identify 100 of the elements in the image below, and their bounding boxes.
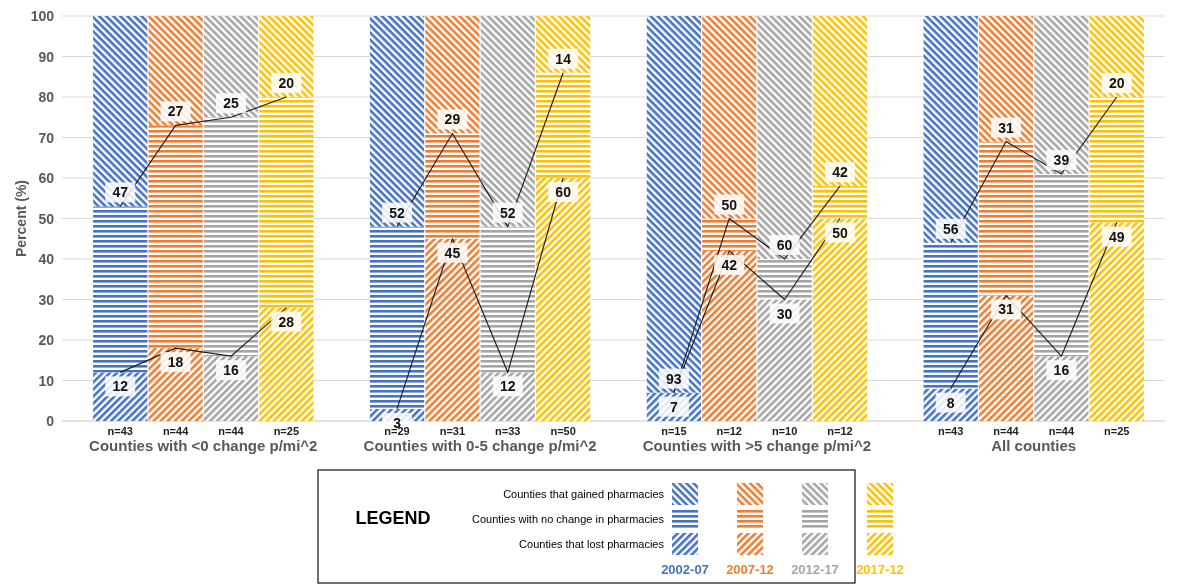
legend-label: Counties that lost pharmacies [519,538,665,550]
data-label: 47 [112,184,129,201]
data-label: 20 [278,75,295,91]
text: All counties [991,437,1077,454]
y-tick-label: 0 [46,413,55,429]
y-tick-label: 60 [38,170,55,186]
data-label: 16 [223,362,239,379]
bar [369,226,425,409]
y-tick-label: 30 [38,291,55,308]
bar [978,16,1034,142]
x-tick-label: n=33 [495,425,521,437]
data-label: 50 [721,196,738,213]
legend-title: LEGEND [355,508,431,528]
text: Counties with >5 change p/mi^2 [642,437,872,454]
data-label: 7 [669,398,678,415]
bar [702,250,757,421]
data-label: 50 [832,224,848,241]
x-tick-label: n=10 [771,425,798,437]
data-label: 39 [1053,151,1070,168]
x-tick-label: n=44 [993,425,1020,437]
bar [812,218,868,421]
bar [203,16,259,118]
data-label: 30 [776,305,793,322]
x-tick-label: n=25 [1104,425,1130,437]
data-label: 28 [278,313,295,330]
data-label: 49 [1108,228,1125,245]
data-label: 18 [167,354,184,371]
data-label: 93 [666,370,682,387]
bar [536,72,591,178]
x-tick-label: n=12 [716,425,742,437]
legend-label: Counties that gained pharmacies [503,488,665,500]
bar [923,16,978,243]
data-label: 42 [721,256,738,273]
data-label: 20 [1108,75,1125,91]
text: 2017-12 [856,562,904,577]
bar [425,16,480,134]
bar [812,16,868,187]
data-label: 12 [112,378,129,395]
bar [203,117,259,357]
data-label: 60 [555,184,572,200]
data-label: 12 [499,378,516,395]
data-label: 42 [832,164,848,181]
data-label: 16 [1053,362,1070,379]
bar [1089,222,1144,421]
x-tick-label: n=31 [439,425,466,437]
y-tick-label: 100 [30,8,55,24]
legend-label: Counties with no change in pharmacies [471,513,665,525]
bar [148,125,203,349]
data-label: 14 [555,50,572,67]
text: 2002-07 [661,562,709,577]
data-label: 52 [499,204,516,221]
text: Counties with <0 change p/mi^2 [89,437,318,454]
text: 2007-12 [726,562,774,577]
bar [757,16,812,259]
data-label: 29 [444,111,461,128]
x-tick-label: n=15 [661,425,687,437]
y-tick-label: 90 [38,48,55,65]
x-tick-label: n=44 [218,425,245,437]
bar [425,238,480,421]
bar [1089,97,1144,223]
bar [259,16,314,97]
data-label: 56 [942,220,959,237]
bar [93,206,148,373]
bar [480,226,535,373]
x-tick-label: n=43 [107,425,133,437]
bar [1034,173,1089,357]
bar [702,16,757,219]
bar [702,218,757,251]
x-tick-label: n=25 [273,425,300,437]
x-tick-label: n=50 [550,425,576,437]
text: 2012-17 [791,562,839,577]
data-label: 31 [998,301,1015,318]
bar [646,16,701,393]
y-tick-label: 20 [38,332,55,348]
data-label: 31 [998,119,1015,136]
y-axis-title: Percent (%) [13,179,29,258]
y-tick-label: 50 [38,210,55,227]
x-tick-label: n=44 [1048,425,1075,437]
data-label: 52 [389,204,406,221]
bar [978,295,1034,421]
bar [259,307,314,421]
bar [923,242,978,389]
bar [1034,16,1089,174]
data-label: 25 [223,95,239,112]
bar [757,299,812,421]
bar [536,178,591,421]
bar [259,97,314,308]
bar [1089,16,1144,97]
y-tick-label: 70 [38,129,55,146]
bar [93,16,148,207]
y-tick-label: 80 [38,89,55,105]
data-label: 27 [167,103,184,120]
x-tick-label: n=44 [162,425,190,437]
data-label: 45 [444,244,461,261]
data-label: 60 [776,237,793,253]
data-label: 8 [946,394,955,411]
bar [480,16,535,227]
y-tick-label: 40 [38,251,55,267]
bar [757,259,812,300]
text: Counties with 0-5 change p/mi^2 [363,437,597,454]
